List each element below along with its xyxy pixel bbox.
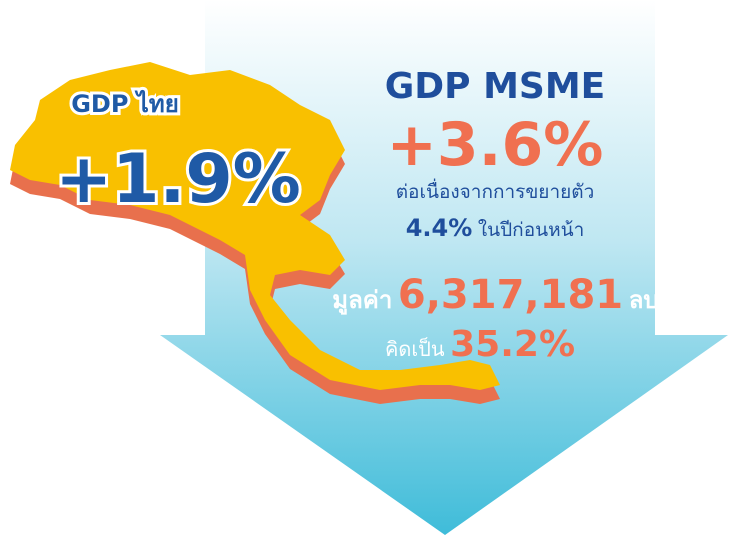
share-value: 35.2% [450, 324, 575, 365]
thai-gdp-label: GDP ไทย [71, 89, 179, 118]
worth-unit: ลบ. [629, 286, 668, 314]
worth-value: 6,317,181 [398, 272, 623, 318]
prev-value: 4.4% [406, 214, 473, 242]
prev-text: ในปีก่อนหน้า [478, 219, 584, 241]
thai-gdp-value: +1.9% [55, 140, 301, 219]
msme-prev: 4.4% ในปีก่อนหน้า [406, 214, 585, 242]
worth: มูลค่า 6,317,181 ลบ. [332, 272, 668, 318]
share: คิดเป็น 35.2% [385, 324, 575, 365]
msme-note: ต่อเนื่องจากการขยายตัว [396, 178, 595, 203]
thailand-map [10, 62, 500, 404]
msme-value: +3.6% [387, 110, 604, 180]
worth-label: มูลค่า [332, 286, 392, 315]
share-label: คิดเป็น [385, 336, 445, 361]
msme-label: GDP MSME [385, 66, 606, 107]
